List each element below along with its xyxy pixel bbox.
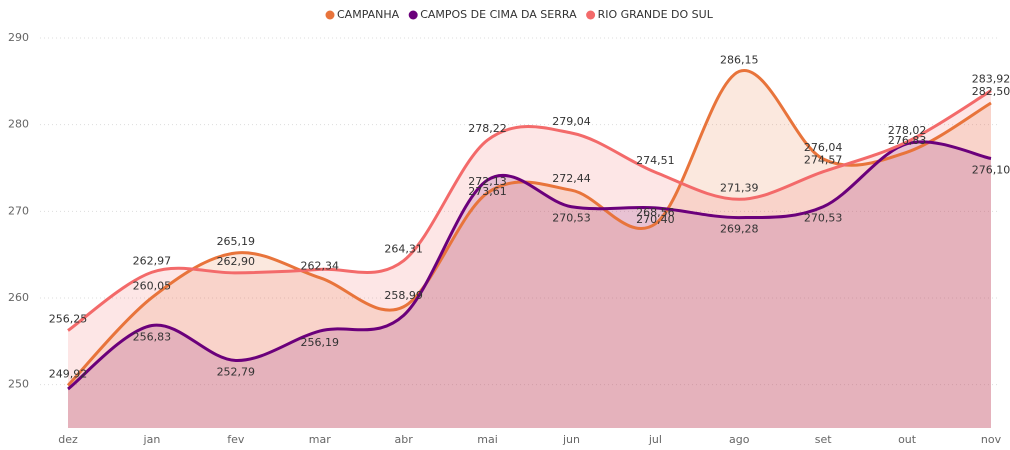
x-tick-label: fev xyxy=(227,433,245,446)
data-label: 264,31 xyxy=(384,243,423,256)
data-label: 276,83 xyxy=(888,134,927,147)
line xyxy=(67,89,992,332)
x-tick-label: mar xyxy=(309,433,331,446)
data-label: 274,51 xyxy=(636,154,675,167)
data-label: 271,39 xyxy=(720,181,759,194)
area xyxy=(68,141,991,429)
lines xyxy=(66,69,992,391)
y-tick-label: 280 xyxy=(8,118,29,131)
data-label: 262,90 xyxy=(217,255,256,268)
data-label: 283,92 xyxy=(972,73,1010,86)
x-tick-label: dez xyxy=(58,433,78,446)
data-label: 273,61 xyxy=(468,185,507,198)
data-label: 252,79 xyxy=(217,365,256,378)
legend-label: RIO GRANDE DO SUL xyxy=(598,8,714,21)
data-label: 276,04 xyxy=(804,141,843,154)
x-tick-label: abr xyxy=(395,433,414,446)
x-tick-label: jun xyxy=(562,433,580,446)
legend-dot xyxy=(586,10,596,20)
x-tick-label: nov xyxy=(981,433,1002,446)
x-tick-label: set xyxy=(815,433,832,446)
data-label: 268,56 xyxy=(636,206,675,219)
data-label: 270,53 xyxy=(552,212,591,225)
data-label: 270,53 xyxy=(804,212,843,225)
line xyxy=(66,69,992,387)
labels: 249,92 260,05 265,19 262,34 258,99 272,13 272,… xyxy=(49,53,1010,380)
data-label: 265,19 xyxy=(217,235,256,248)
y-tick-label: 250 xyxy=(8,378,29,391)
y-tick-label: 290 xyxy=(8,31,29,44)
data-label: 278,22 xyxy=(468,122,507,135)
data-label: 278,02 xyxy=(888,124,927,137)
data-label: 286,15 xyxy=(720,53,759,66)
data-label: 256,83 xyxy=(133,330,172,343)
data-label: 249,92 xyxy=(49,367,88,380)
data-label: 279,04 xyxy=(552,115,591,128)
data-label: 262,97 xyxy=(133,254,172,267)
x-tick-label: ago xyxy=(729,433,750,446)
data-label: 272,13 xyxy=(468,175,507,188)
x-tick-label: jul xyxy=(648,433,662,446)
data-label: 262,34 xyxy=(300,260,339,273)
data-label: 274,57 xyxy=(804,154,843,167)
area xyxy=(68,90,991,429)
data-label: 260,05 xyxy=(133,280,172,293)
data-label: 256,25 xyxy=(49,313,88,326)
legend-dot xyxy=(408,10,418,20)
data-label: 282,50 xyxy=(972,85,1010,98)
x-tick-label: mai xyxy=(477,433,498,446)
data-label: 256,19 xyxy=(300,336,339,349)
line xyxy=(67,140,992,391)
data-label: 270,40 xyxy=(636,213,675,226)
data-label: 258,99 xyxy=(384,289,423,302)
data-label: 276,10 xyxy=(972,163,1010,176)
areas xyxy=(68,70,991,429)
data-label: 272,44 xyxy=(552,172,591,185)
legend-dot xyxy=(325,10,335,20)
legend-label: CAMPANHA xyxy=(337,8,400,21)
x-tick-label: jan xyxy=(143,433,161,446)
y-tick-label: 270 xyxy=(8,204,29,217)
y-tick-label: 260 xyxy=(8,291,29,304)
x-tick-label: out xyxy=(898,433,917,446)
legend-label: CAMPOS DE CIMA DA SERRA xyxy=(420,8,577,21)
data-label: 269,28 xyxy=(720,223,759,236)
